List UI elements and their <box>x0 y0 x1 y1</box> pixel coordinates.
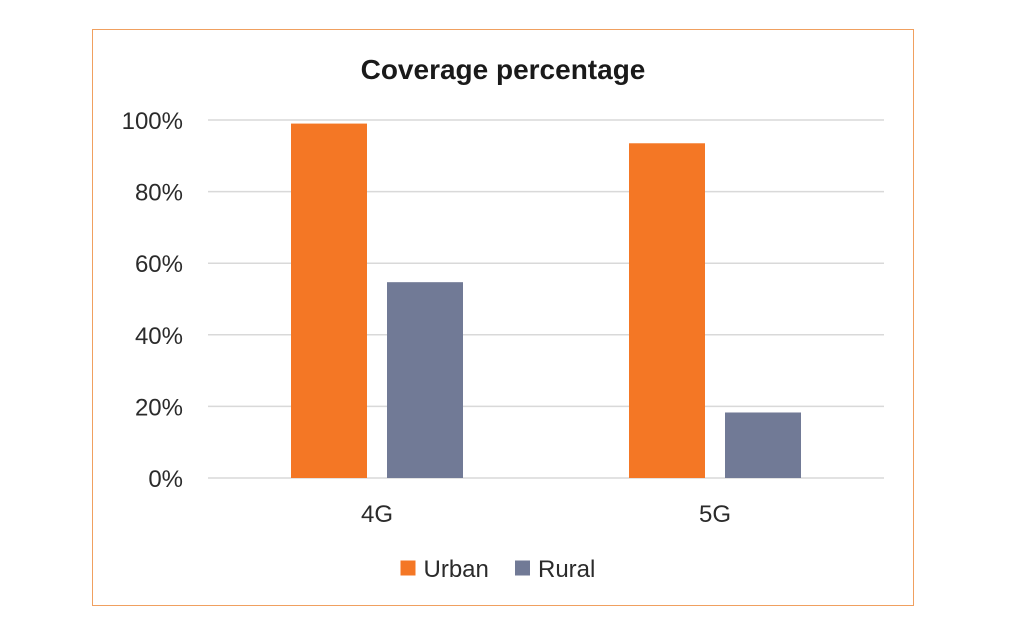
y-tick-label: 60% <box>135 251 183 278</box>
y-tick-label: 40% <box>135 323 183 350</box>
chart-frame <box>92 29 914 606</box>
x-category-label: 5G <box>699 501 731 528</box>
legend-swatch-urban <box>400 560 416 576</box>
y-tick-label: 20% <box>135 394 183 421</box>
legend: Urban Rural <box>400 556 595 583</box>
legend-swatch-rural <box>515 560 530 576</box>
bar-rural-4g <box>387 282 463 478</box>
x-axis-category-labels: 4G 5G <box>361 501 731 528</box>
y-tick-label: 0% <box>148 466 183 493</box>
legend-label-urban: Urban <box>424 556 489 583</box>
y-tick-label: 80% <box>135 180 183 207</box>
chart-title: Coverage percentage <box>361 54 646 85</box>
bar-urban-5g <box>629 143 705 478</box>
y-tick-label: 100% <box>122 108 183 135</box>
bar-urban-4g <box>291 123 367 478</box>
x-category-label: 4G <box>361 501 393 528</box>
y-axis-tick-labels: 0% 20% 40% 60% 80% 100% <box>122 108 183 493</box>
legend-label-rural: Rural <box>538 556 595 583</box>
bars <box>291 123 801 478</box>
bar-rural-5g <box>725 412 801 478</box>
